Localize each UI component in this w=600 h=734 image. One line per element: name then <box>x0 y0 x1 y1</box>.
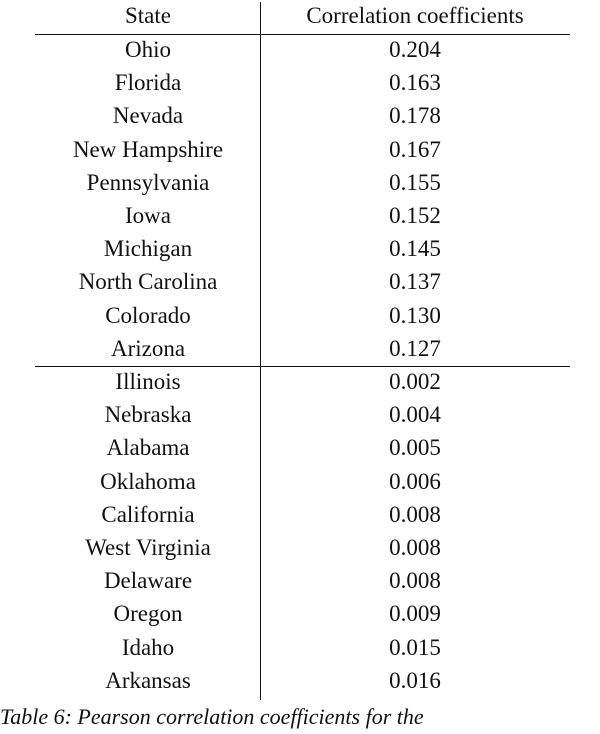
state-cell: Alabama <box>106 435 190 461</box>
table-caption: Table 6: Pearson correlation coefficient… <box>0 704 424 729</box>
value-cell: 0.130 <box>389 302 441 328</box>
state-cell: Oregon <box>113 601 183 627</box>
value-cell: 0.004 <box>389 402 441 428</box>
value-cell: 0.204 <box>389 37 441 62</box>
state-cell: Delaware <box>103 568 193 594</box>
state-cell: Florida <box>114 70 182 96</box>
state-cell: Arizona <box>110 335 186 361</box>
value-cell: 0.002 <box>389 369 441 394</box>
value-cell: 0.137 <box>389 269 441 295</box>
state-cell: North Carolina <box>78 269 218 295</box>
group-rule <box>35 366 570 368</box>
value-cell: 0.008 <box>389 535 441 560</box>
state-cell: Pennsylvania <box>86 169 210 195</box>
value-cell: 0.009 <box>389 601 441 627</box>
value-cell: 0.015 <box>389 634 441 660</box>
value-cell: 0.152 <box>389 203 441 228</box>
value-cell: 0.163 <box>389 70 441 96</box>
header-cell: Correlation coefficients <box>306 3 524 28</box>
state-cell: Colorado <box>105 302 191 328</box>
state-cell: Iowa <box>125 203 171 228</box>
value-cell: 0.127 <box>389 335 441 361</box>
state-cell: New Hampshire <box>72 136 224 162</box>
state-cell: West Virginia <box>85 535 211 560</box>
state-cell: Ohio <box>125 37 171 62</box>
state-cell: California <box>101 501 195 527</box>
state-cell: Oklahoma <box>100 468 196 494</box>
column-divider <box>260 2 262 700</box>
value-cell: 0.006 <box>389 468 441 494</box>
value-cell: 0.178 <box>389 103 441 129</box>
value-cell: 0.167 <box>389 136 441 162</box>
header-cell: State <box>125 3 171 28</box>
value-cell: 0.008 <box>389 568 441 594</box>
value-cell: 0.008 <box>389 501 441 527</box>
state-cell: Nevada <box>112 103 184 129</box>
header-rule <box>35 34 570 36</box>
value-cell: 0.145 <box>389 236 441 262</box>
state-cell: Michigan <box>103 236 193 262</box>
state-cell: Nebraska <box>104 402 192 428</box>
state-cell: Arkansas <box>105 667 191 693</box>
value-cell: 0.155 <box>389 169 441 195</box>
value-cell: 0.005 <box>389 435 441 461</box>
value-cell: 0.016 <box>389 667 441 693</box>
state-cell: Idaho <box>121 634 175 660</box>
state-cell: Illinois <box>115 369 181 394</box>
